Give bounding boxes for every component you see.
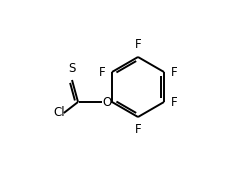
Text: F: F bbox=[170, 96, 177, 109]
Text: F: F bbox=[98, 66, 105, 78]
Text: F: F bbox=[170, 66, 177, 78]
Text: O: O bbox=[101, 96, 111, 109]
Text: F: F bbox=[134, 123, 141, 136]
Text: F: F bbox=[134, 38, 141, 51]
Text: Cl: Cl bbox=[53, 106, 65, 119]
Text: S: S bbox=[68, 62, 75, 75]
